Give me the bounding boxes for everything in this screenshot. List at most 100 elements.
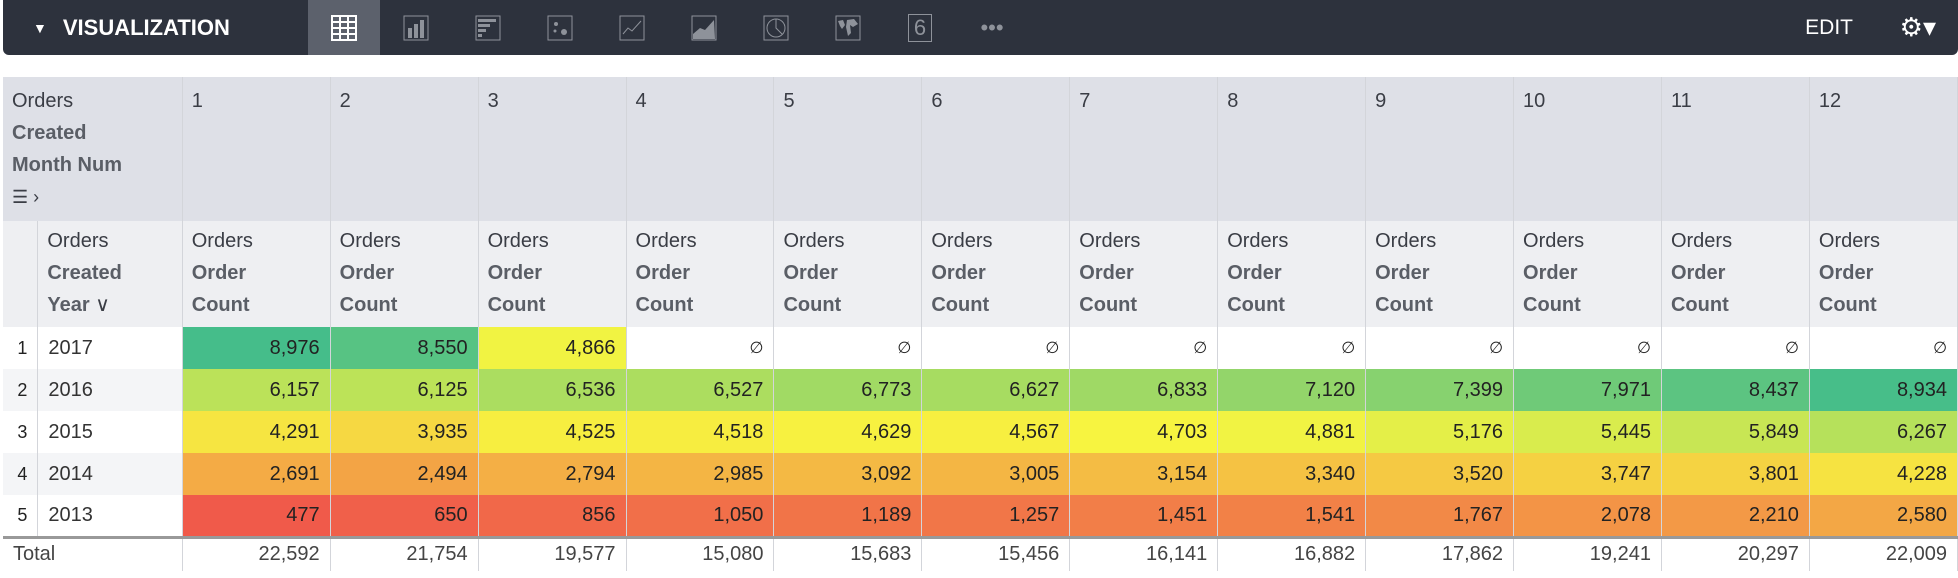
null-cell: ∅ (921, 327, 1071, 369)
null-cell: ∅ (1513, 327, 1662, 369)
table-row: 1 2017 8,976 8,550 4,866 ∅ ∅ ∅ ∅ ∅ ∅ ∅ ∅ ∅ (3, 327, 1958, 369)
year-cell: 2014 (37, 453, 183, 495)
row-number: 2 (3, 369, 39, 411)
month-column-header[interactable]: 3 (478, 77, 627, 221)
month-column-header[interactable]: 7 (1069, 77, 1219, 221)
value-cell: 7,399 (1365, 369, 1515, 411)
value-cell: 1,050 (626, 495, 775, 537)
horizontal-bar-icon[interactable] (452, 0, 524, 55)
area-chart-icon[interactable] (668, 0, 740, 55)
value-cell: 4,866 (478, 327, 627, 369)
table-row: 3 2015 4,291 3,935 4,525 4,518 4,629 4,567 4,703… (3, 411, 1958, 453)
month-column-header[interactable]: 1 (182, 77, 331, 221)
total-cell: 15,683 (773, 535, 923, 571)
value-cell: 1,541 (1217, 495, 1367, 537)
measure-header[interactable]: Orders Order Count (478, 221, 627, 327)
value-cell: 3,340 (1217, 453, 1367, 495)
value-cell: 4,525 (478, 411, 627, 453)
row-number: 3 (3, 411, 39, 453)
value-cell: 6,627 (921, 369, 1071, 411)
null-cell: ∅ (626, 327, 775, 369)
bar-chart-icon[interactable] (380, 0, 452, 55)
month-column-header[interactable]: 5 (773, 77, 923, 221)
year-dimension-header[interactable]: Orders Created Year ∨ (37, 221, 183, 327)
measure-header[interactable]: Orders Order Count (1365, 221, 1515, 327)
year-cell: 2013 (37, 495, 183, 537)
month-column-header[interactable]: 9 (1365, 77, 1515, 221)
total-cell: 21,754 (330, 535, 479, 571)
visualization-toolbar: ▼ VISUALIZATION 6 ••• EDIT ⚙▾ (3, 0, 1958, 55)
visualization-toggle[interactable]: ▼ VISUALIZATION (3, 15, 308, 41)
value-cell: 3,520 (1365, 453, 1515, 495)
pie-chart-icon[interactable] (740, 0, 812, 55)
value-cell: 1,767 (1365, 495, 1515, 537)
value-cell: 5,176 (1365, 411, 1515, 453)
value-cell: 856 (478, 495, 627, 537)
value-cell: 1,451 (1069, 495, 1219, 537)
sort-desc-icon[interactable]: ∨ (95, 294, 110, 316)
value-cell: 4,291 (182, 411, 331, 453)
value-cell: 4,228 (1809, 453, 1958, 495)
settings-gear-icon[interactable]: ⚙▾ (1899, 12, 1936, 42)
value-cell: 6,527 (626, 369, 775, 411)
month-column-header[interactable]: 11 (1661, 77, 1810, 221)
value-cell: 2,691 (182, 453, 331, 495)
single-value-icon[interactable]: 6 (884, 0, 956, 55)
total-cell: 19,241 (1513, 535, 1662, 571)
value-cell: 2,794 (478, 453, 627, 495)
value-cell: 2,985 (626, 453, 775, 495)
measure-header[interactable]: Orders Order Count (921, 221, 1071, 327)
year-cell: 2016 (37, 369, 183, 411)
value-cell: 4,881 (1217, 411, 1367, 453)
more-icon[interactable]: ••• (980, 14, 1004, 40)
year-cell: 2017 (37, 327, 183, 369)
table-row: 2 2016 6,157 6,125 6,536 6,527 6,773 6,627 6,833… (3, 369, 1958, 411)
pivot-dimension-header[interactable]: Orders Created Month Num ☰ › (3, 77, 183, 221)
measure-header[interactable]: Orders Order Count (330, 221, 479, 327)
scatter-icon[interactable] (524, 0, 596, 55)
month-column-header[interactable]: 4 (626, 77, 775, 221)
null-cell: ∅ (1809, 327, 1958, 369)
table-row: 5 2013 477 650 856 1,050 1,189 1,257 1,451 1,541 1… (3, 495, 1958, 537)
row-number: 5 (3, 495, 39, 537)
month-column-header[interactable]: 12 (1809, 77, 1958, 221)
measure-header[interactable]: Orders Order Count (1661, 221, 1810, 327)
value-cell: 6,267 (1809, 411, 1958, 453)
value-cell: 2,494 (330, 453, 479, 495)
measure-header[interactable]: Orders Order Count (1217, 221, 1367, 327)
measure-header[interactable]: Orders Order Count (626, 221, 775, 327)
measure-header[interactable]: Orders Order Count (1809, 221, 1958, 327)
value-cell: 1,257 (921, 495, 1071, 537)
total-row: Total 22,592 21,754 19,577 15,080 15,683 15,45… (3, 535, 1958, 571)
table-icon[interactable] (308, 0, 380, 55)
measure-header[interactable]: Orders Order Count (1069, 221, 1219, 327)
value-cell: 7,120 (1217, 369, 1367, 411)
line-chart-icon[interactable] (596, 0, 668, 55)
measure-header[interactable]: Orders Order Count (182, 221, 331, 327)
value-cell: 3,005 (921, 453, 1071, 495)
value-cell: 4,629 (773, 411, 923, 453)
map-icon[interactable] (812, 0, 884, 55)
caret-down-icon: ▼ (33, 19, 47, 36)
row-number: 4 (3, 453, 39, 495)
pivot-toggle-icon[interactable]: ☰ › (12, 187, 40, 207)
value-cell: 5,849 (1661, 411, 1810, 453)
month-column-header[interactable]: 2 (330, 77, 479, 221)
month-column-header[interactable]: 10 (1513, 77, 1662, 221)
value-cell: 4,567 (921, 411, 1071, 453)
value-cell: 2,210 (1661, 495, 1810, 537)
value-cell: 3,747 (1513, 453, 1662, 495)
value-cell: 4,518 (626, 411, 775, 453)
edit-button[interactable]: EDIT (1805, 16, 1853, 39)
value-cell: 8,976 (182, 327, 331, 369)
total-cell: 22,592 (182, 535, 331, 571)
month-column-header[interactable]: 6 (921, 77, 1071, 221)
value-cell: 3,154 (1069, 453, 1219, 495)
measure-header[interactable]: Orders Order Count (1513, 221, 1662, 327)
month-column-header[interactable]: 8 (1217, 77, 1367, 221)
measure-header[interactable]: Orders Order Count (773, 221, 923, 327)
value-cell: 8,934 (1809, 369, 1958, 411)
year-cell: 2015 (37, 411, 183, 453)
null-cell: ∅ (1365, 327, 1515, 369)
value-cell: 4,703 (1069, 411, 1219, 453)
